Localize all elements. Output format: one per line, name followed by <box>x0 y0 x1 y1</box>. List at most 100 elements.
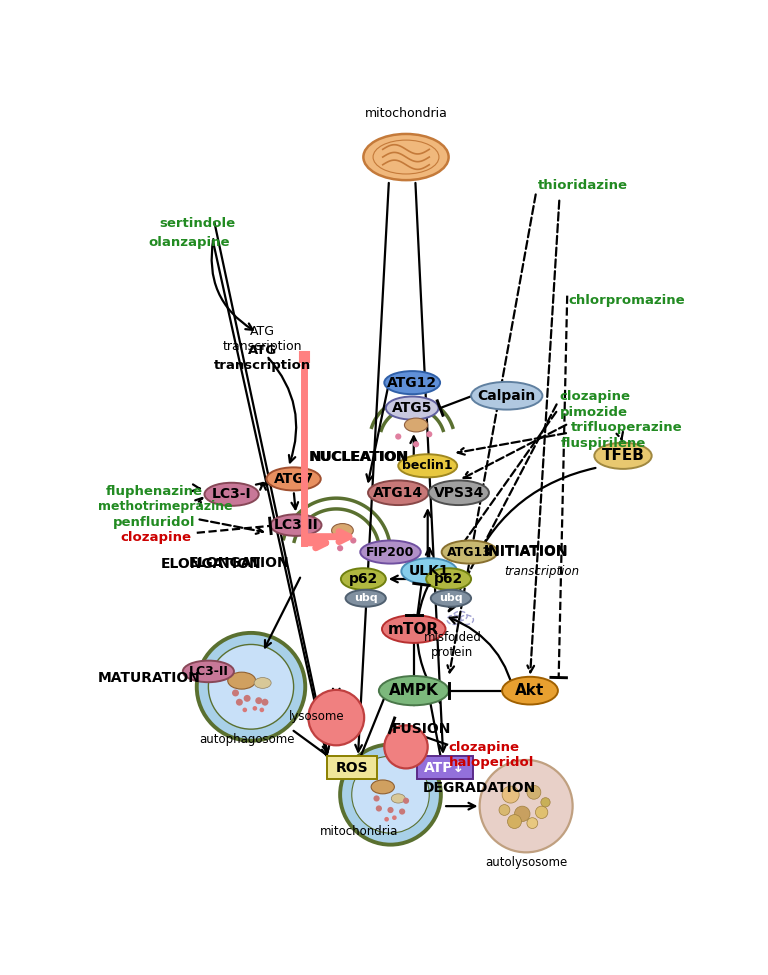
Ellipse shape <box>431 590 471 606</box>
Text: lysosome: lysosome <box>289 710 345 722</box>
Text: FIP200: FIP200 <box>366 546 415 559</box>
Ellipse shape <box>204 483 259 506</box>
Text: ATG14: ATG14 <box>373 486 423 500</box>
Circle shape <box>236 699 243 706</box>
Text: NUCLEATION: NUCLEATION <box>310 449 409 464</box>
Text: Calpain: Calpain <box>478 389 536 403</box>
Circle shape <box>396 434 402 440</box>
Circle shape <box>527 785 541 799</box>
Circle shape <box>392 815 397 820</box>
Circle shape <box>253 706 257 711</box>
Circle shape <box>387 807 393 813</box>
Ellipse shape <box>429 481 489 505</box>
Text: INITIATION: INITIATION <box>484 544 568 559</box>
Circle shape <box>502 786 519 803</box>
Ellipse shape <box>384 371 440 394</box>
Text: pimozide: pimozide <box>559 406 627 418</box>
Text: mitochondria: mitochondria <box>320 826 399 838</box>
Text: INITIATION: INITIATION <box>484 545 568 559</box>
Circle shape <box>352 756 429 833</box>
Text: trifluoperazine: trifluoperazine <box>571 421 683 434</box>
Text: haloperidol: haloperidol <box>449 756 534 769</box>
Circle shape <box>403 798 409 803</box>
Ellipse shape <box>379 676 449 705</box>
Text: autophagosome: autophagosome <box>200 733 295 746</box>
Ellipse shape <box>360 540 421 564</box>
Circle shape <box>426 431 432 438</box>
Text: misfolded
protein: misfolded protein <box>424 632 482 659</box>
Text: fluspirilene: fluspirilene <box>561 437 646 449</box>
Text: VPS34: VPS34 <box>433 486 484 500</box>
Ellipse shape <box>399 454 457 478</box>
Text: autolysosome: autolysosome <box>485 856 568 869</box>
Text: FUSION: FUSION <box>392 722 452 736</box>
Text: sertindole: sertindole <box>160 217 236 230</box>
Circle shape <box>337 545 343 551</box>
Text: TFEB: TFEB <box>601 448 644 463</box>
Ellipse shape <box>228 672 256 689</box>
Text: ATG12: ATG12 <box>387 375 437 390</box>
Text: ELONGATION: ELONGATION <box>189 556 290 570</box>
Text: mitochondria: mitochondria <box>365 107 448 120</box>
Text: methotrimeprazine: methotrimeprazine <box>98 500 233 514</box>
Circle shape <box>232 689 239 696</box>
Ellipse shape <box>502 677 558 705</box>
Ellipse shape <box>426 568 471 590</box>
Circle shape <box>541 798 550 807</box>
Circle shape <box>308 690 364 745</box>
Ellipse shape <box>266 467 321 490</box>
Circle shape <box>384 817 389 822</box>
Ellipse shape <box>391 794 406 803</box>
Circle shape <box>480 760 573 852</box>
Ellipse shape <box>405 418 428 432</box>
Circle shape <box>243 695 250 702</box>
FancyBboxPatch shape <box>327 756 376 779</box>
Text: ubq: ubq <box>354 593 378 604</box>
Circle shape <box>413 441 419 448</box>
Text: ATG7: ATG7 <box>273 472 314 486</box>
Ellipse shape <box>386 397 439 419</box>
Circle shape <box>322 540 328 546</box>
Text: clozapine: clozapine <box>449 741 520 754</box>
Text: LC3-II: LC3-II <box>188 665 228 678</box>
Circle shape <box>373 796 379 801</box>
Circle shape <box>515 806 530 822</box>
Text: ATP↓: ATP↓ <box>424 760 465 775</box>
Circle shape <box>384 725 428 768</box>
Ellipse shape <box>183 661 234 682</box>
Circle shape <box>499 804 510 815</box>
Text: olanzapine: olanzapine <box>149 236 230 250</box>
Circle shape <box>208 644 293 729</box>
Text: LC3-I: LC3-I <box>212 488 251 501</box>
Ellipse shape <box>402 559 457 584</box>
Circle shape <box>340 745 441 844</box>
Text: p62: p62 <box>349 572 378 586</box>
Text: beclin1: beclin1 <box>402 459 453 472</box>
Text: ATG13: ATG13 <box>447 546 492 559</box>
Ellipse shape <box>332 524 353 537</box>
Text: clozapine: clozapine <box>559 390 631 404</box>
Ellipse shape <box>341 568 386 590</box>
Ellipse shape <box>371 780 395 794</box>
Ellipse shape <box>254 678 271 688</box>
Ellipse shape <box>471 382 542 409</box>
Ellipse shape <box>346 590 386 606</box>
Circle shape <box>527 818 538 829</box>
Text: AMPK: AMPK <box>389 683 439 698</box>
Text: clozapine: clozapine <box>121 531 192 544</box>
Circle shape <box>261 699 269 706</box>
Text: ATG
transcription: ATG transcription <box>214 344 311 372</box>
Circle shape <box>399 808 406 815</box>
Text: fluphenazine: fluphenazine <box>105 485 202 498</box>
Ellipse shape <box>594 443 652 469</box>
Circle shape <box>535 806 548 818</box>
Text: p62: p62 <box>434 572 463 586</box>
Text: ATG5: ATG5 <box>392 401 432 415</box>
Circle shape <box>350 537 356 544</box>
Circle shape <box>260 708 264 712</box>
Text: MATURATION: MATURATION <box>98 672 200 685</box>
Ellipse shape <box>270 515 322 536</box>
Text: transcription: transcription <box>504 566 579 578</box>
Ellipse shape <box>442 540 498 564</box>
Text: ELONGATION: ELONGATION <box>161 558 261 571</box>
